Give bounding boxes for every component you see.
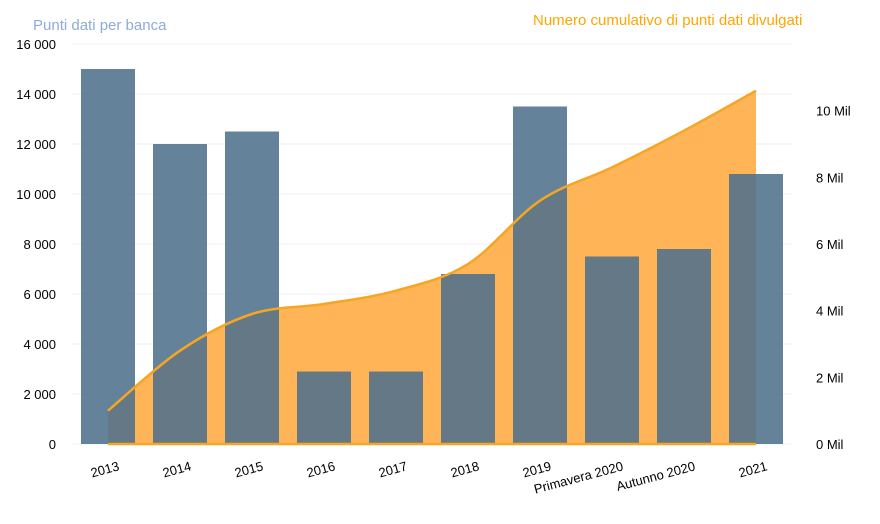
x-tick-label: 2013 (89, 458, 121, 480)
bar-2019 (513, 106, 567, 444)
left-axis-ticks: 0 2 000 4 000 6 000 8 000 10 000 12 000 14 000 1… (16, 37, 56, 452)
bar-2016 (297, 371, 351, 444)
bar-2014 (153, 144, 207, 444)
x-tick-label: 2015 (233, 458, 265, 480)
left-tick-label: 16 000 (16, 37, 56, 52)
right-tick-label: 6 Mil (816, 237, 844, 252)
right-tick-label: 8 Mil (816, 170, 844, 185)
left-tick-label: 6 000 (23, 287, 56, 302)
left-tick-label: 2 000 (23, 387, 56, 402)
right-axis-title: Numero cumulativo di punti dati divulgat… (533, 12, 802, 29)
left-tick-label: 8 000 (23, 237, 56, 252)
bar-2015 (225, 131, 279, 444)
right-tick-label: 0 Mil (816, 437, 844, 452)
left-tick-label: 0 (49, 437, 56, 452)
bar-primavera-2020 (585, 256, 639, 444)
bar-2013 (81, 69, 135, 444)
right-tick-label: 4 Mil (816, 304, 844, 319)
x-tick-label: 2017 (377, 458, 409, 480)
x-tick-label: 2021 (737, 458, 769, 480)
left-axis-title: Punti dati per banca (33, 17, 167, 34)
x-tick-label: 2019 (521, 458, 553, 480)
right-tick-label: 10 Mil (816, 104, 851, 119)
bar-2021 (729, 174, 783, 444)
left-tick-label: 4 000 (23, 337, 56, 352)
cumulative-line-series (107, 89, 757, 446)
x-tick-label: 2014 (161, 458, 193, 480)
bar-2017 (369, 371, 423, 444)
right-axis-ticks: 0 Mil 2 Mil 4 Mil 6 Mil 8 Mil 10 Mil (816, 104, 851, 452)
bar-autunno-2020 (657, 249, 711, 444)
x-tick-label: Autunno 2020 (615, 458, 697, 493)
x-tick-label: 2018 (449, 458, 481, 480)
left-tick-label: 10 000 (16, 187, 56, 202)
x-tick-label: 2016 (305, 458, 337, 480)
bar-2018 (441, 274, 495, 444)
left-tick-label: 14 000 (16, 87, 56, 102)
left-tick-label: 12 000 (16, 137, 56, 152)
bar-series (81, 69, 783, 444)
cumulative-line (107, 89, 757, 412)
right-tick-label: 2 Mil (816, 370, 844, 385)
